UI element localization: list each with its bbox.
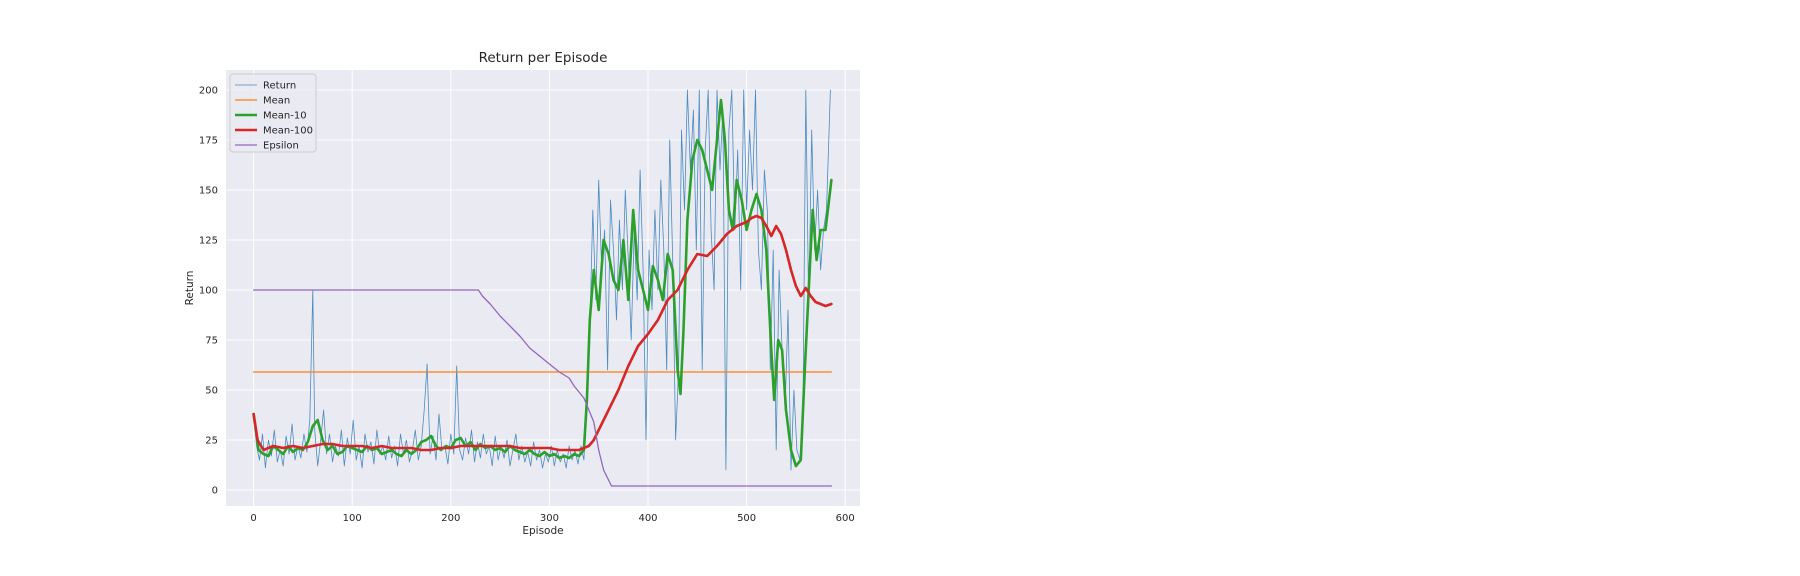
y-tick-label: 150 bbox=[199, 186, 218, 197]
x-axis-label: Episode bbox=[522, 525, 563, 537]
y-tick-labels: 0 25 50 75 100 125 150 175 200 bbox=[199, 86, 218, 497]
y-tick-label: 175 bbox=[199, 136, 218, 147]
x-tick-labels: 0 100 200 300 400 500 600 bbox=[250, 513, 854, 524]
series-line-epsilon bbox=[252, 289, 833, 487]
x-tick-label: 200 bbox=[441, 513, 460, 524]
y-tick-label: 25 bbox=[205, 436, 218, 447]
legend-label-epsilon: Epsilon bbox=[263, 141, 299, 152]
series-line-mean-10 bbox=[252, 98, 833, 468]
chart-title: Return per Episode bbox=[479, 50, 608, 66]
x-tick-label: 100 bbox=[343, 513, 362, 524]
x-tick-label: 500 bbox=[737, 513, 756, 524]
y-axis-label: Return bbox=[184, 271, 196, 306]
legend-label-mean-100: Mean-100 bbox=[263, 126, 313, 137]
y-tick-label: 75 bbox=[205, 336, 218, 347]
legend-label-mean-10: Mean-10 bbox=[263, 111, 307, 122]
y-tick-label: 125 bbox=[199, 236, 218, 247]
y-tick-label: 0 bbox=[212, 486, 218, 497]
series-lines bbox=[252, 89, 833, 487]
y-tick-label: 50 bbox=[205, 386, 218, 397]
legend: Return Mean Mean-10 Mean-100 Epsilon bbox=[229, 73, 317, 153]
x-tick-label: 400 bbox=[638, 513, 657, 524]
y-tick-label: 200 bbox=[199, 86, 218, 97]
series-line-mean-100 bbox=[252, 214, 833, 452]
legend-label-return: Return bbox=[263, 81, 296, 92]
x-tick-label: 300 bbox=[540, 513, 559, 524]
x-tick-label: 600 bbox=[836, 513, 855, 524]
y-tick-label: 100 bbox=[199, 286, 218, 297]
legend-box bbox=[229, 73, 317, 153]
x-tick-label: 0 bbox=[250, 513, 256, 524]
legend-label-mean: Mean bbox=[263, 96, 290, 107]
plot-background bbox=[226, 70, 860, 506]
